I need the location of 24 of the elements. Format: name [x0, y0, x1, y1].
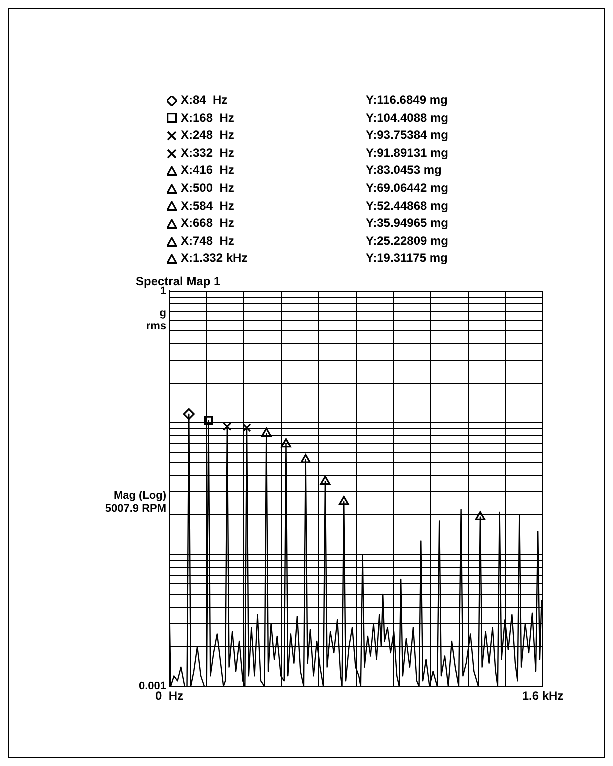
text: Y:35.94965 mg	[366, 215, 448, 232]
text: X:416 Hz	[181, 162, 236, 180]
text: Y:91.89131 mg	[366, 144, 448, 162]
text: Y:93.75384 mg	[366, 127, 448, 144]
text: X:168 Hz	[181, 110, 236, 127]
x-tick-label: 1.6 kHz	[522, 689, 564, 704]
text: Y:69.06442 mg	[366, 180, 448, 197]
text: X:1.332 kHz	[181, 250, 249, 268]
text: Y:83.0453 mg	[366, 162, 442, 180]
text: Y:104.4088 mg	[366, 110, 448, 127]
text: Mag (Log)	[114, 490, 167, 502]
text: X:500 Hz	[181, 180, 236, 197]
text: X:748 Hz	[181, 232, 236, 250]
text: Y:52.44868 mg	[366, 198, 448, 215]
text: Y:25.22809 mg	[366, 232, 448, 250]
text: X:584 Hz	[181, 198, 236, 215]
text: Y:116.6849 mg	[366, 92, 448, 109]
text: Y:19.31175 mg	[366, 250, 448, 268]
text: X:332 Hz	[181, 144, 236, 162]
text: X:668 Hz	[181, 215, 236, 232]
y-axis-title: g rms	[146, 307, 167, 332]
text: X:248 Hz	[181, 127, 236, 144]
text: X:84 Hz	[181, 92, 229, 109]
text: 5007.9 RPM	[105, 502, 167, 515]
